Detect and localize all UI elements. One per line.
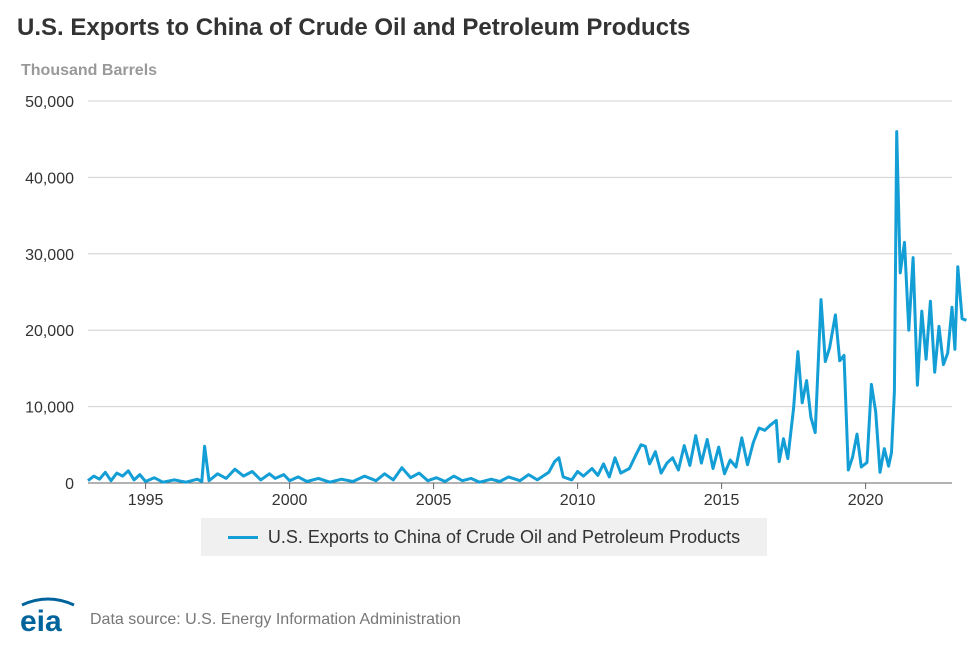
gridlines [88, 100, 952, 484]
eia-logo-icon: eia [20, 597, 75, 637]
x-tick-label: 2015 [704, 492, 740, 509]
legend-swatch [227, 535, 258, 539]
x-tick-label: 2010 [560, 492, 596, 509]
x-tick-label: 2020 [848, 492, 884, 509]
line-chart: 0 10,000 20,000 30,000 40,000 50,000 1995 2000… [25, 94, 967, 509]
y-tick-label: 40,000 [25, 170, 74, 187]
legend[interactable]: U.S. Exports to China of Crude Oil and P… [201, 518, 767, 556]
y-axis-units-label: Thousand Barrels [21, 62, 158, 79]
svg-text:eia: eia [20, 605, 62, 637]
x-tick-label: 1995 [128, 492, 164, 509]
x-axis-tick-labels: 1995 2000 2005 2010 2015 2020 [128, 483, 884, 509]
y-axis-tick-labels: 0 10,000 20,000 30,000 40,000 50,000 [25, 94, 74, 493]
y-tick-label: 20,000 [25, 323, 74, 340]
y-tick-label: 30,000 [25, 247, 74, 264]
y-tick-label: 0 [65, 476, 74, 493]
legend-label: U.S. Exports to China of Crude Oil and P… [267, 526, 741, 547]
y-tick-label: 10,000 [25, 400, 74, 417]
data-source-note: Data source: U.S. Energy Information Adm… [90, 611, 461, 628]
x-tick-label: 2000 [272, 492, 308, 509]
y-tick-label: 50,000 [25, 94, 74, 111]
chart-title: U.S. Exports to China of Crude Oil and P… [17, 14, 691, 41]
x-tick-label: 2005 [416, 492, 452, 509]
series-line [87, 130, 967, 484]
